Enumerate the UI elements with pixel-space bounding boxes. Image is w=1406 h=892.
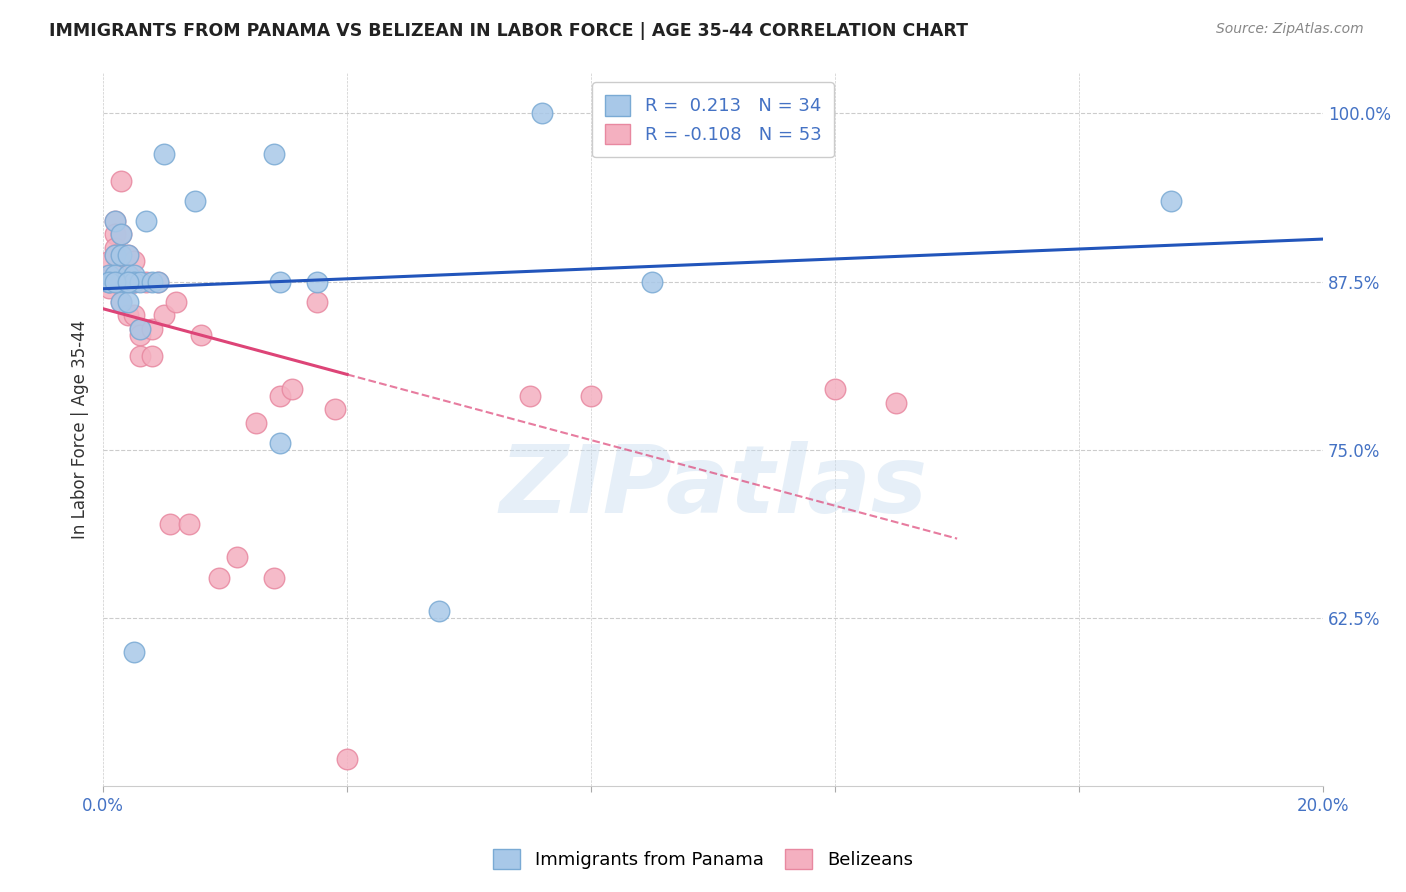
Point [98, 268, 121, 282]
Point [1160, 194, 1182, 208]
Point [98, 254, 121, 268]
Point [117, 275, 139, 289]
Point [122, 275, 145, 289]
Point [159, 516, 181, 531]
Point [128, 328, 150, 343]
Point [110, 275, 132, 289]
Point [98, 275, 121, 289]
Text: IMMIGRANTS FROM PANAMA VS BELIZEAN IN LABOR FORCE | AGE 35-44 CORRELATION CHART: IMMIGRANTS FROM PANAMA VS BELIZEAN IN LA… [49, 22, 969, 40]
Point [824, 382, 846, 396]
Point [110, 294, 132, 309]
Point [263, 571, 285, 585]
Point [98, 268, 121, 282]
Point [427, 604, 450, 618]
Point [104, 268, 127, 282]
Point [128, 321, 150, 335]
Point [153, 146, 176, 161]
Point [135, 214, 157, 228]
Point [135, 275, 157, 289]
Point [117, 275, 139, 289]
Point [117, 275, 139, 289]
Point [104, 241, 127, 255]
Point [153, 308, 176, 322]
Point [263, 146, 285, 161]
Point [269, 436, 291, 450]
Point [110, 268, 132, 282]
Text: Source: ZipAtlas.com: Source: ZipAtlas.com [1216, 22, 1364, 37]
Point [245, 416, 267, 430]
Point [579, 389, 602, 403]
Point [104, 247, 127, 261]
Point [117, 268, 139, 282]
Point [104, 214, 127, 228]
Point [128, 321, 150, 335]
Point [98, 275, 121, 289]
Point [190, 328, 212, 343]
Point [104, 268, 127, 282]
Point [117, 247, 139, 261]
Point [323, 402, 346, 417]
Point [141, 321, 163, 335]
Point [98, 268, 121, 282]
Point [117, 247, 139, 261]
Point [122, 644, 145, 658]
Point [141, 275, 163, 289]
Point [122, 275, 145, 289]
Point [104, 275, 127, 289]
Y-axis label: In Labor Force | Age 35-44: In Labor Force | Age 35-44 [72, 320, 89, 539]
Point [104, 247, 127, 261]
Point [305, 294, 328, 309]
Point [122, 308, 145, 322]
Point [146, 275, 169, 289]
Point [110, 247, 132, 261]
Point [305, 275, 328, 289]
Point [884, 395, 907, 409]
Point [269, 275, 291, 289]
Point [104, 214, 127, 228]
Point [110, 173, 132, 187]
Point [641, 275, 664, 289]
Point [117, 268, 139, 282]
Point [98, 275, 121, 289]
Point [183, 194, 205, 208]
Point [336, 752, 359, 766]
Point [117, 294, 139, 309]
Point [110, 227, 132, 242]
Legend: R =  0.213   N = 34, R = -0.108   N = 53: R = 0.213 N = 34, R = -0.108 N = 53 [592, 82, 834, 157]
Point [117, 275, 139, 289]
Point [104, 227, 127, 242]
Point [281, 382, 304, 396]
Point [110, 294, 132, 309]
Point [208, 571, 231, 585]
Point [177, 516, 200, 531]
Point [98, 275, 121, 289]
Point [141, 349, 163, 363]
Point [128, 349, 150, 363]
Point [104, 275, 127, 289]
Point [128, 275, 150, 289]
Text: ZIPatlas: ZIPatlas [499, 441, 927, 533]
Point [165, 294, 187, 309]
Point [110, 227, 132, 242]
Point [110, 275, 132, 289]
Point [226, 550, 249, 565]
Point [531, 106, 554, 120]
Legend: Immigrants from Panama, Belizeans: Immigrants from Panama, Belizeans [484, 839, 922, 879]
Point [98, 281, 121, 295]
Point [122, 254, 145, 268]
Point [110, 247, 132, 261]
Point [122, 268, 145, 282]
Point [110, 275, 132, 289]
Point [269, 389, 291, 403]
Point [146, 275, 169, 289]
Point [519, 389, 541, 403]
Point [117, 308, 139, 322]
Point [122, 275, 145, 289]
